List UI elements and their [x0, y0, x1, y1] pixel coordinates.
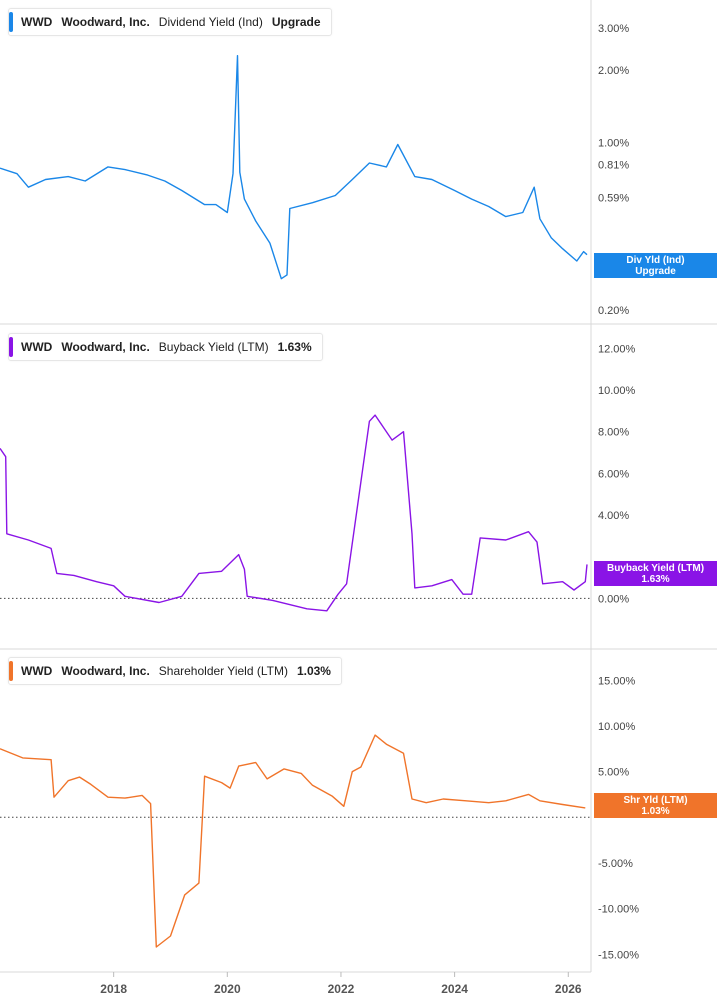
last-value-tag-dividend: Div Yld (Ind) Upgrade	[594, 253, 717, 278]
legend-ticker: WWD	[21, 664, 53, 678]
series-line	[0, 734, 586, 948]
tag-metric: Buyback Yield (LTM)	[606, 562, 705, 574]
legend-color-swatch	[9, 12, 13, 32]
tag-metric: Div Yld (Ind)	[626, 254, 685, 266]
legend-shareholder-yield[interactable]: WWD Woodward, Inc. Shareholder Yield (LT…	[8, 657, 342, 685]
y-tick-label: 3.00%	[598, 23, 629, 35]
y-tick-label: 12.00%	[598, 343, 636, 355]
last-value-tag-buyback: Buyback Yield (LTM) 1.63%	[594, 561, 717, 586]
x-tick-label: 2024	[441, 982, 468, 996]
y-tick-label: 0.20%	[598, 305, 629, 317]
x-tick-label: 2022	[328, 982, 355, 996]
x-tick-label: 2020	[214, 982, 241, 996]
y-tick-label: 0.81%	[598, 159, 629, 171]
y-tick-label: -10.00%	[598, 904, 639, 916]
x-tick-label: 2026	[555, 982, 582, 996]
legend-metric: Dividend Yield (Ind)	[158, 15, 263, 29]
y-tick-label: 0.00%	[598, 593, 629, 605]
y-tick-label: -5.00%	[598, 858, 633, 870]
legend-company: Woodward, Inc.	[61, 340, 150, 354]
y-tick-label: 10.00%	[598, 385, 636, 397]
y-tick-label: 0.59%	[598, 192, 629, 204]
legend-company: Woodward, Inc.	[61, 15, 150, 29]
legend-buyback-yield[interactable]: WWD Woodward, Inc. Buyback Yield (LTM) 1…	[8, 333, 323, 361]
legend-company: Woodward, Inc.	[61, 664, 150, 678]
tag-metric: Shr Yld (LTM)	[623, 794, 688, 806]
legend-ticker: WWD	[21, 15, 53, 29]
last-value-tag-shareholder: Shr Yld (LTM) 1.03%	[594, 793, 717, 818]
tag-value: 1.63%	[641, 573, 670, 585]
y-tick-label: 2.00%	[598, 65, 629, 77]
tag-value: Upgrade	[635, 265, 676, 277]
series-line	[0, 414, 588, 612]
y-tick-label: 15.00%	[598, 675, 636, 687]
legend-ticker: WWD	[21, 340, 53, 354]
legend-color-swatch	[9, 337, 13, 357]
y-tick-label: 5.00%	[598, 767, 629, 779]
legend-metric: Shareholder Yield (LTM)	[158, 664, 288, 678]
legend-value: 1.03%	[296, 664, 331, 678]
legend-metric: Buyback Yield (LTM)	[158, 340, 269, 354]
legend-color-swatch	[9, 661, 13, 681]
legend-dividend-yield[interactable]: WWD Woodward, Inc. Dividend Yield (Ind) …	[8, 8, 332, 36]
y-tick-label: 1.00%	[598, 137, 629, 149]
y-tick-label: 6.00%	[598, 468, 629, 480]
y-tick-label: -15.00%	[598, 949, 639, 961]
legend-value: 1.63%	[277, 340, 312, 354]
series-line	[0, 55, 588, 280]
y-tick-label: 8.00%	[598, 427, 629, 439]
legend-value: Upgrade	[271, 15, 321, 29]
y-tick-label: 4.00%	[598, 510, 629, 522]
tag-value: 1.03%	[641, 805, 670, 817]
y-tick-label: 10.00%	[598, 721, 636, 733]
x-tick-label: 2018	[100, 982, 127, 996]
